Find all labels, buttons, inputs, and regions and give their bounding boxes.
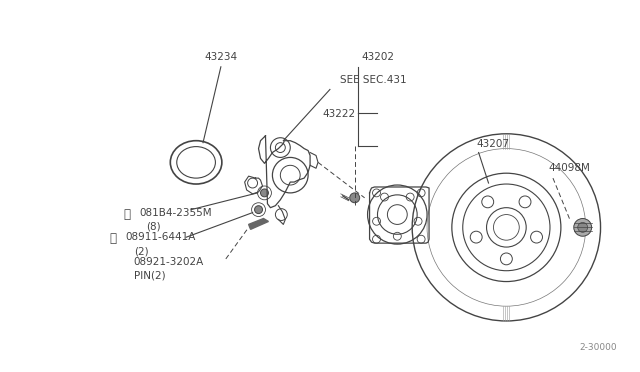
Circle shape — [578, 222, 588, 232]
Text: (8): (8) — [147, 221, 161, 231]
Text: 43234: 43234 — [204, 52, 237, 62]
Text: 08911-6441A: 08911-6441A — [125, 232, 196, 242]
Text: (2): (2) — [134, 246, 148, 256]
Text: 43202: 43202 — [362, 52, 395, 62]
Text: Ⓝ: Ⓝ — [110, 232, 117, 245]
Text: Ⓑ: Ⓑ — [124, 208, 131, 221]
Text: PIN(2): PIN(2) — [134, 271, 165, 281]
Text: 08921-3202A: 08921-3202A — [134, 257, 204, 267]
Circle shape — [349, 193, 360, 203]
Text: 43207: 43207 — [477, 138, 509, 148]
Text: SEE SEC.431: SEE SEC.431 — [340, 74, 406, 84]
Circle shape — [260, 189, 268, 197]
Text: 081B4-2355M: 081B4-2355M — [140, 208, 212, 218]
Text: 2-30000: 2-30000 — [580, 343, 618, 353]
Circle shape — [255, 206, 262, 214]
Circle shape — [574, 218, 591, 236]
Text: 44098M: 44098M — [548, 163, 590, 173]
Polygon shape — [248, 218, 268, 230]
Text: 43222: 43222 — [322, 109, 355, 119]
